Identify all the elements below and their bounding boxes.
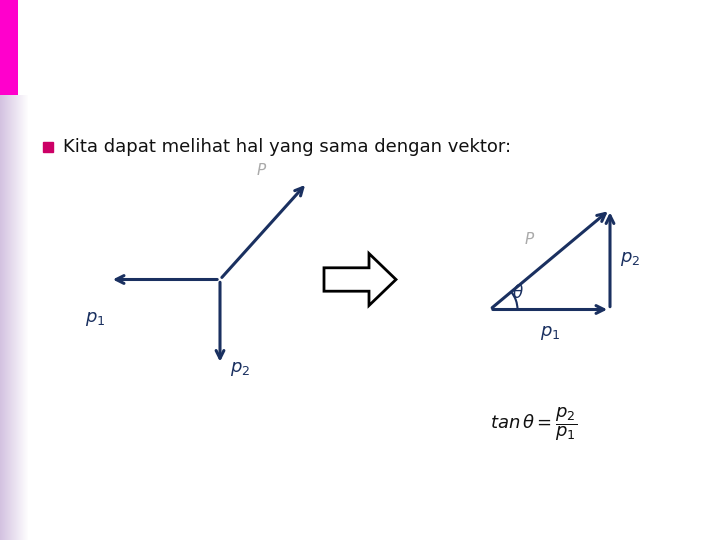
Bar — [18, 94, 19, 540]
Bar — [0, 0, 18, 94]
Bar — [5, 94, 6, 540]
Bar — [11, 94, 12, 540]
Text: $\boldsymbol{p_1}$: $\boldsymbol{p_1}$ — [85, 309, 105, 327]
Bar — [25, 94, 26, 540]
Bar — [14, 94, 15, 540]
Bar — [21, 94, 22, 540]
Bar — [15, 94, 16, 540]
Polygon shape — [324, 253, 396, 306]
Bar — [22, 94, 23, 540]
Bar — [2, 94, 3, 540]
Text: $\boldsymbol{p_2}$: $\boldsymbol{p_2}$ — [230, 360, 251, 377]
Bar — [27, 94, 28, 540]
Bar — [23, 94, 24, 540]
Bar — [17, 94, 18, 540]
Bar — [13, 94, 14, 540]
Bar — [3, 94, 4, 540]
Text: $tan\,\theta = \dfrac{p_2}{p_1}$: $tan\,\theta = \dfrac{p_2}{p_1}$ — [490, 406, 577, 443]
Text: $P$: $P$ — [524, 232, 535, 247]
Bar — [16, 94, 17, 540]
Text: $\boldsymbol{p_1}$: $\boldsymbol{p_1}$ — [540, 325, 560, 342]
Text: Kita dapat melihat hal yang sama dengan vektor:: Kita dapat melihat hal yang sama dengan … — [63, 138, 511, 156]
Bar — [26, 94, 27, 540]
Bar — [9, 94, 10, 540]
Bar — [20, 94, 21, 540]
Bar — [19, 94, 20, 540]
Text: $\theta$: $\theta$ — [512, 284, 524, 301]
Text: $P$: $P$ — [256, 162, 267, 178]
Bar — [4, 94, 5, 540]
Bar — [12, 94, 13, 540]
Bar — [10, 94, 11, 540]
Bar — [8, 94, 9, 540]
Bar — [7, 94, 8, 540]
Text: Tumbukan Inelastic 2-D...: Tumbukan Inelastic 2-D... — [40, 35, 392, 63]
Bar — [0, 94, 1, 540]
Bar — [24, 94, 25, 540]
Bar — [6, 94, 7, 540]
Text: $\boldsymbol{p_2}$: $\boldsymbol{p_2}$ — [620, 251, 640, 268]
Bar — [1, 94, 2, 540]
